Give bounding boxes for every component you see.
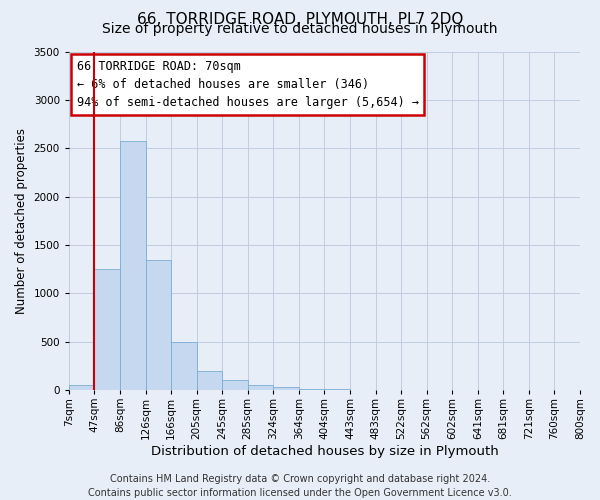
Y-axis label: Number of detached properties: Number of detached properties [15,128,28,314]
Text: Size of property relative to detached houses in Plymouth: Size of property relative to detached ho… [102,22,498,36]
Bar [171,342,197,390]
Bar [146,260,171,390]
Bar [94,269,120,390]
Bar [222,380,248,390]
X-axis label: Distribution of detached houses by size in Plymouth: Distribution of detached houses by size … [151,444,498,458]
Text: 66 TORRIDGE ROAD: 70sqm
← 6% of detached houses are smaller (346)
94% of semi-de: 66 TORRIDGE ROAD: 70sqm ← 6% of detached… [77,60,419,109]
Bar [197,370,222,390]
Bar [120,142,146,390]
Text: Contains HM Land Registry data © Crown copyright and database right 2024.
Contai: Contains HM Land Registry data © Crown c… [88,474,512,498]
Bar [273,388,299,390]
Bar [69,385,94,390]
Bar [248,385,273,390]
Bar [299,389,325,390]
Text: 66, TORRIDGE ROAD, PLYMOUTH, PL7 2DQ: 66, TORRIDGE ROAD, PLYMOUTH, PL7 2DQ [137,12,463,28]
